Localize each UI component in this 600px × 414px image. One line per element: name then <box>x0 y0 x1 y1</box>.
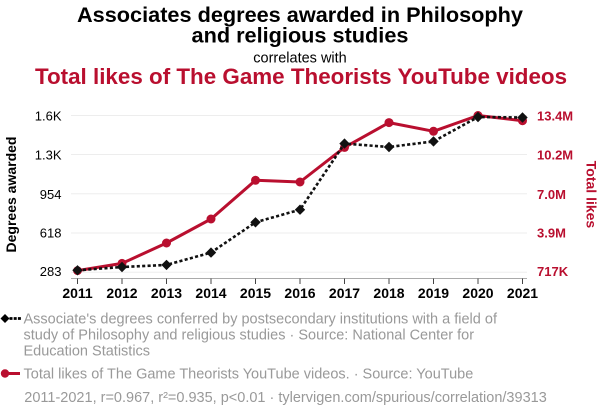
svg-text:1.3K: 1.3K <box>35 148 62 163</box>
svg-text:717K: 717K <box>537 264 569 279</box>
svg-text:Associate's degrees conferred: Associate's degrees conferred by postsec… <box>24 312 498 328</box>
svg-text:618: 618 <box>40 226 62 241</box>
svg-text:13.4M: 13.4M <box>537 109 573 124</box>
svg-text:Total likes: Total likes <box>584 161 600 229</box>
svg-text:2012: 2012 <box>106 285 137 301</box>
svg-text:283: 283 <box>40 264 62 279</box>
svg-text:2020: 2020 <box>462 285 493 301</box>
svg-text:2021: 2021 <box>507 285 538 301</box>
svg-text:Associates degrees awarded in: Associates degrees awarded in Philosophy <box>77 2 523 27</box>
svg-text:Degrees awarded: Degrees awarded <box>3 137 19 253</box>
svg-text:1.6K: 1.6K <box>35 108 62 123</box>
svg-text:Total likes of The Game Theori: Total likes of The Game Theorists YouTub… <box>35 64 567 89</box>
svg-text:study of Philosophy and religi: study of Philosophy and religious studie… <box>24 328 475 344</box>
svg-text:Education Statistics: Education Statistics <box>24 344 151 360</box>
svg-text:correlates with: correlates with <box>253 51 346 67</box>
svg-text:10.2M: 10.2M <box>537 148 573 163</box>
svg-text:and religious studies: and religious studies <box>192 23 409 48</box>
svg-text:2013: 2013 <box>151 285 182 301</box>
svg-text:2011: 2011 <box>62 285 93 301</box>
svg-text:7.0M: 7.0M <box>537 187 566 202</box>
svg-text:2016: 2016 <box>284 285 315 301</box>
svg-text:Total likes of The Game Theori: Total likes of The Game Theorists YouTub… <box>24 367 474 383</box>
svg-text:2015: 2015 <box>240 285 271 301</box>
svg-text:3.9M: 3.9M <box>537 226 566 241</box>
svg-text:2018: 2018 <box>373 285 404 301</box>
svg-text:2019: 2019 <box>418 285 449 301</box>
svg-text:2017: 2017 <box>329 285 360 301</box>
svg-text:954: 954 <box>40 187 62 202</box>
svg-text:2014: 2014 <box>195 285 226 301</box>
svg-text:2011-2021, r=0.967, r²=0.935,: 2011-2021, r=0.967, r²=0.935, p<0.01 · t… <box>24 390 546 406</box>
